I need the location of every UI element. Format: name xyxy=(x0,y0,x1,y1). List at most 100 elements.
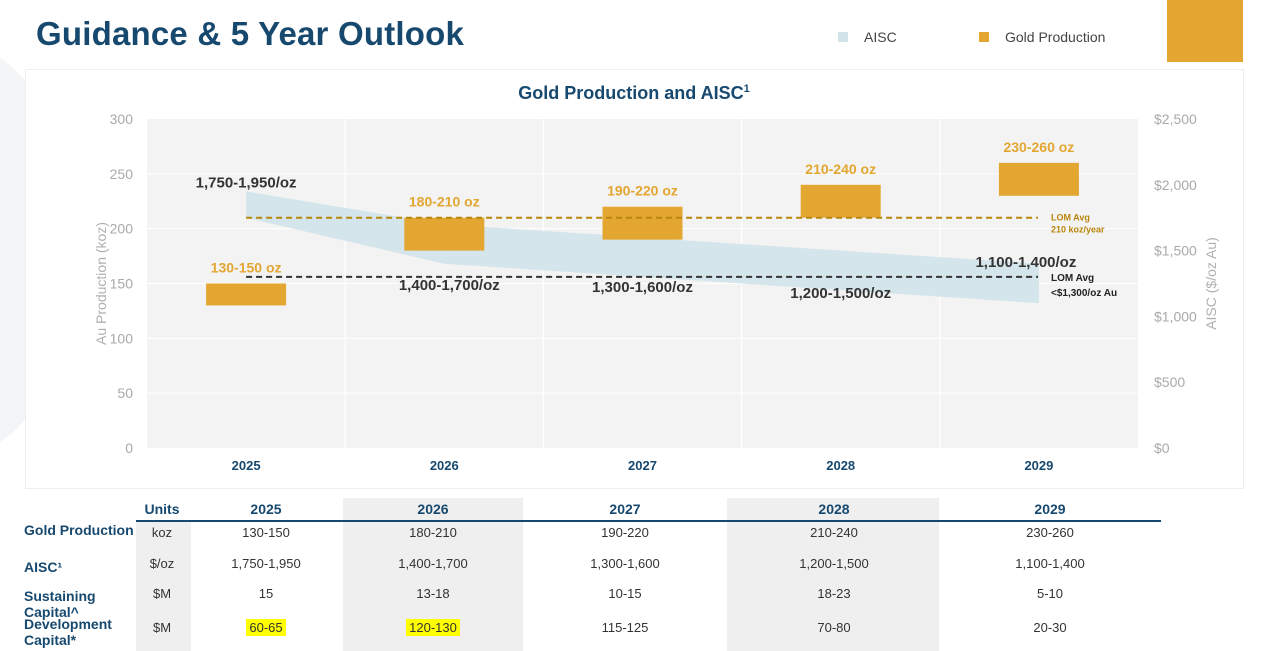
y2-tick-label: $2,000 xyxy=(1154,177,1197,193)
column-shade-2028 xyxy=(727,498,939,651)
gold-production-bar xyxy=(206,283,287,306)
aisc-data-label: 1,100-1,400/oz xyxy=(975,254,1076,271)
table-cell: 210-240 xyxy=(754,525,914,540)
gold-production-bar xyxy=(602,206,683,240)
table-header-2027: 2027 xyxy=(609,501,641,517)
y2-tick-label: $500 xyxy=(1154,374,1185,390)
table-cell: 115-125 xyxy=(545,620,705,635)
table-header-rule xyxy=(136,520,1161,522)
table-cell: 60-65 xyxy=(186,619,346,636)
table-cell: 5-10 xyxy=(970,586,1130,601)
cell-units: koz xyxy=(151,525,173,540)
cell-value: 230-260 xyxy=(1026,525,1074,540)
guidance-table: Units 2025 2026 2027 2028 2029 Gold Production… xyxy=(0,498,1264,651)
legend-gold-production: Gold Production xyxy=(979,29,1105,45)
cell-value: 1,750-1,950 xyxy=(231,556,301,571)
lom-aisc-label-line2: <$1,300/oz Au xyxy=(1051,288,1117,299)
cell-value: 70-80 xyxy=(817,620,851,635)
table-header-2025: 2025 xyxy=(250,501,282,517)
table-cell: 120-130 xyxy=(353,619,513,636)
x-tick-label: 2029 xyxy=(1024,458,1053,473)
table-cell: 230-260 xyxy=(970,525,1130,540)
cell-value: 10-15 xyxy=(608,586,642,601)
cell-value: 1,100-1,400 xyxy=(1015,556,1085,571)
cell-value: 130-150 xyxy=(242,525,290,540)
table-cell: 20-30 xyxy=(970,620,1130,635)
y-tick-label: 0 xyxy=(125,440,133,456)
gold-production-data-label: 210-240 oz xyxy=(805,161,876,177)
y-tick-label: 250 xyxy=(110,166,134,182)
accent-block xyxy=(1167,0,1243,62)
table-cell: 1,750-1,950 xyxy=(186,556,346,571)
aisc-data-label: 1,400-1,700/oz xyxy=(399,277,500,294)
legend-gold-label: Gold Production xyxy=(1005,29,1106,45)
row-label: Gold Production xyxy=(24,522,134,538)
cell-value: 190-220 xyxy=(601,525,649,540)
table-cell: 190-220 xyxy=(545,525,705,540)
chart-card: Gold Production and AISC1 300 250 200 150 100… xyxy=(26,70,1243,488)
lom-production-label-line2: 210 koz/year xyxy=(1051,225,1105,235)
aisc-data-label: 1,200-1,500/oz xyxy=(790,285,891,302)
x-tick-label: 2028 xyxy=(826,458,855,473)
cell-units: $/oz xyxy=(149,556,175,571)
cell-value: 5-10 xyxy=(1036,586,1064,601)
gold-production-data-label: 130-150 oz xyxy=(211,260,282,276)
table-cell: 130-150 xyxy=(186,525,346,540)
page-title: Guidance & 5 Year Outlook xyxy=(36,15,465,52)
table-cell: 1,200-1,500 xyxy=(754,556,914,571)
table-cell: 1,100-1,400 xyxy=(970,556,1130,571)
lom-aisc-label-line1: LOM Avg xyxy=(1051,273,1094,284)
lom-production-label-line1: LOM Avg xyxy=(1051,213,1090,223)
y-tick-label: 150 xyxy=(110,276,134,292)
table-cell: 15 xyxy=(186,586,346,601)
y-tick-label: 300 xyxy=(110,111,134,127)
table-cell: 1,400-1,700 xyxy=(353,556,513,571)
gold-production-bar xyxy=(404,217,485,251)
cell-value: 1,300-1,600 xyxy=(590,556,660,571)
gold-production-data-label: 230-260 oz xyxy=(1003,139,1074,155)
cell-units: $M xyxy=(152,586,172,601)
table-cell: 180-210 xyxy=(353,525,513,540)
y-tick-label: 50 xyxy=(117,385,133,401)
legend-aisc-swatch xyxy=(838,32,848,42)
row-label: Sustaining Capital^ xyxy=(24,588,96,620)
cell-value: 1,200-1,500 xyxy=(799,556,869,571)
cell-value: 180-210 xyxy=(409,525,457,540)
gold-production-bar xyxy=(998,162,1079,196)
x-tick-label: 2025 xyxy=(232,458,261,473)
table-cell: 13-18 xyxy=(353,586,513,601)
y-tick-label: 100 xyxy=(110,330,134,346)
table-header-2029: 2029 xyxy=(1034,501,1066,517)
legend-gold-swatch xyxy=(979,32,989,42)
x-tick-label: 2026 xyxy=(430,458,459,473)
row-label: Development Capital* xyxy=(24,616,112,648)
gold-production-bar xyxy=(800,184,881,218)
y-axis-label: Au Production (koz) xyxy=(93,222,109,345)
legend-aisc-label: AISC xyxy=(864,29,897,45)
chart-title: Gold Production and AISC1 xyxy=(518,83,749,103)
cell-value: 13-18 xyxy=(416,586,450,601)
cell-units: $M xyxy=(152,620,172,635)
highlighted-cell-value: 60-65 xyxy=(246,619,286,636)
table-cell: 10-15 xyxy=(545,586,705,601)
chart-svg: Gold Production and AISC1300250200150100… xyxy=(93,83,1219,473)
gold-production-data-label: 190-220 oz xyxy=(607,183,678,199)
y2-tick-label: $0 xyxy=(1154,440,1170,456)
units-column-shade xyxy=(136,522,191,651)
cell-value: 20-30 xyxy=(1033,620,1067,635)
y2-tick-label: $1,000 xyxy=(1154,308,1197,324)
table-header-2028: 2028 xyxy=(818,501,850,517)
y2-axis-label: AISC ($/oz Au) xyxy=(1203,237,1219,330)
cell-value: 15 xyxy=(258,586,274,601)
table-cell: 70-80 xyxy=(754,620,914,635)
highlighted-cell-value: 120-130 xyxy=(406,619,460,636)
cell-value: 115-125 xyxy=(601,620,649,635)
y-tick-label: 200 xyxy=(110,221,134,237)
y2-tick-label: $1,500 xyxy=(1154,243,1197,259)
x-tick-label: 2027 xyxy=(628,458,657,473)
y2-tick-label: $2,500 xyxy=(1154,111,1197,127)
chart-title-superscript: 1 xyxy=(744,83,750,95)
table-header-units: Units xyxy=(144,501,180,517)
table-cell: 1,300-1,600 xyxy=(545,556,705,571)
table-header-2026: 2026 xyxy=(417,501,449,517)
